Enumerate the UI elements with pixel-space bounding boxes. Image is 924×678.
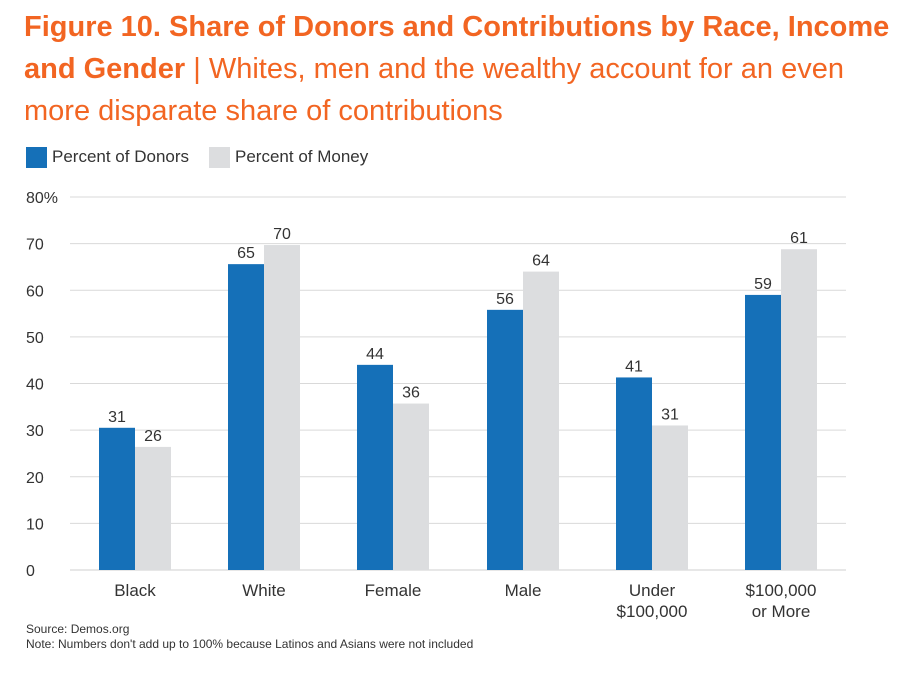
data-label: 64 — [532, 253, 550, 270]
data-label: 44 — [366, 346, 384, 363]
y-tick-label: 30 — [26, 423, 44, 440]
source-note: Source: Demos.org — [26, 622, 130, 636]
x-tick-label-line: or More — [752, 602, 811, 620]
data-label: 31 — [661, 406, 679, 423]
data-label: 56 — [496, 291, 514, 308]
bar-money — [652, 425, 688, 570]
legend-item-donors: Percent of Donors — [26, 146, 190, 168]
data-label: 36 — [402, 385, 420, 402]
data-label: 26 — [144, 428, 162, 445]
bar-money — [523, 271, 559, 570]
chart-title-main: Figure 10. Share of Donors and Contribut… — [24, 11, 890, 85]
x-tick-label: Black — [114, 581, 156, 600]
data-label: 65 — [237, 245, 255, 262]
bar-donors — [487, 309, 523, 570]
bar-donors — [616, 377, 652, 570]
x-tick-label: White — [242, 581, 285, 600]
data-label: 59 — [754, 276, 772, 293]
y-tick-label: 40 — [26, 377, 44, 394]
x-tick-label-line: Female — [365, 581, 422, 600]
legend-swatch-money — [209, 146, 231, 168]
chart-title-separator: | — [193, 53, 201, 85]
legend-label-donors: Percent of Donors — [52, 147, 190, 166]
footnote: Note: Numbers don't add up to 100% becau… — [26, 637, 474, 651]
x-tick-label: Under $100,000 — [617, 581, 688, 620]
bar-donors — [745, 294, 781, 570]
x-tick-label: Female — [365, 581, 422, 600]
x-tick-label-line: $100,000 — [617, 602, 688, 620]
chart-footer: Source: Demos.org Note: Numbers don't ad… — [26, 622, 473, 652]
bar-money — [264, 245, 300, 570]
data-label: 31 — [108, 409, 126, 426]
bar-money — [393, 403, 429, 570]
legend-item-money: Percent of Money — [209, 146, 369, 168]
data-label: 41 — [625, 358, 643, 375]
bar-money — [781, 249, 817, 570]
x-tick-label: Male — [505, 581, 542, 600]
bar-donors — [228, 264, 264, 570]
bar-donors — [99, 427, 135, 570]
y-tick-label: 70 — [26, 237, 44, 254]
legend-label-money: Percent of Money — [235, 147, 369, 166]
y-tick-label: 20 — [26, 470, 44, 487]
x-tick-label-line: Black — [114, 581, 156, 600]
x-tick-label-line: White — [242, 581, 285, 600]
y-tick-label: 10 — [26, 516, 44, 533]
bar-donors — [357, 364, 393, 570]
bar-chart: 0 10 20 30 40 50 60 70 80% 31 26 Black 65 70 White 44 36… — [26, 190, 846, 620]
chart-legend: Percent of Donors Percent of Money — [26, 146, 388, 168]
y-tick-label: 0 — [26, 563, 35, 580]
data-label: 61 — [790, 230, 808, 247]
chart-title: Figure 10. Share of Donors and Contribut… — [24, 6, 904, 132]
data-label: 70 — [273, 226, 291, 243]
y-tick-label: 80% — [26, 190, 58, 207]
x-tick-label-line: Male — [505, 581, 542, 600]
y-tick-label: 50 — [26, 330, 44, 347]
x-tick-label-line: $100,000 — [746, 581, 817, 600]
x-tick-label-line: Under — [629, 581, 676, 600]
legend-swatch-donors — [26, 146, 47, 168]
chart-subtitle: Whites, men and the wealthy account for … — [24, 53, 844, 127]
bar-money — [135, 446, 171, 570]
y-tick-label: 60 — [26, 283, 44, 300]
x-tick-label: $100,000 or More — [746, 581, 817, 620]
